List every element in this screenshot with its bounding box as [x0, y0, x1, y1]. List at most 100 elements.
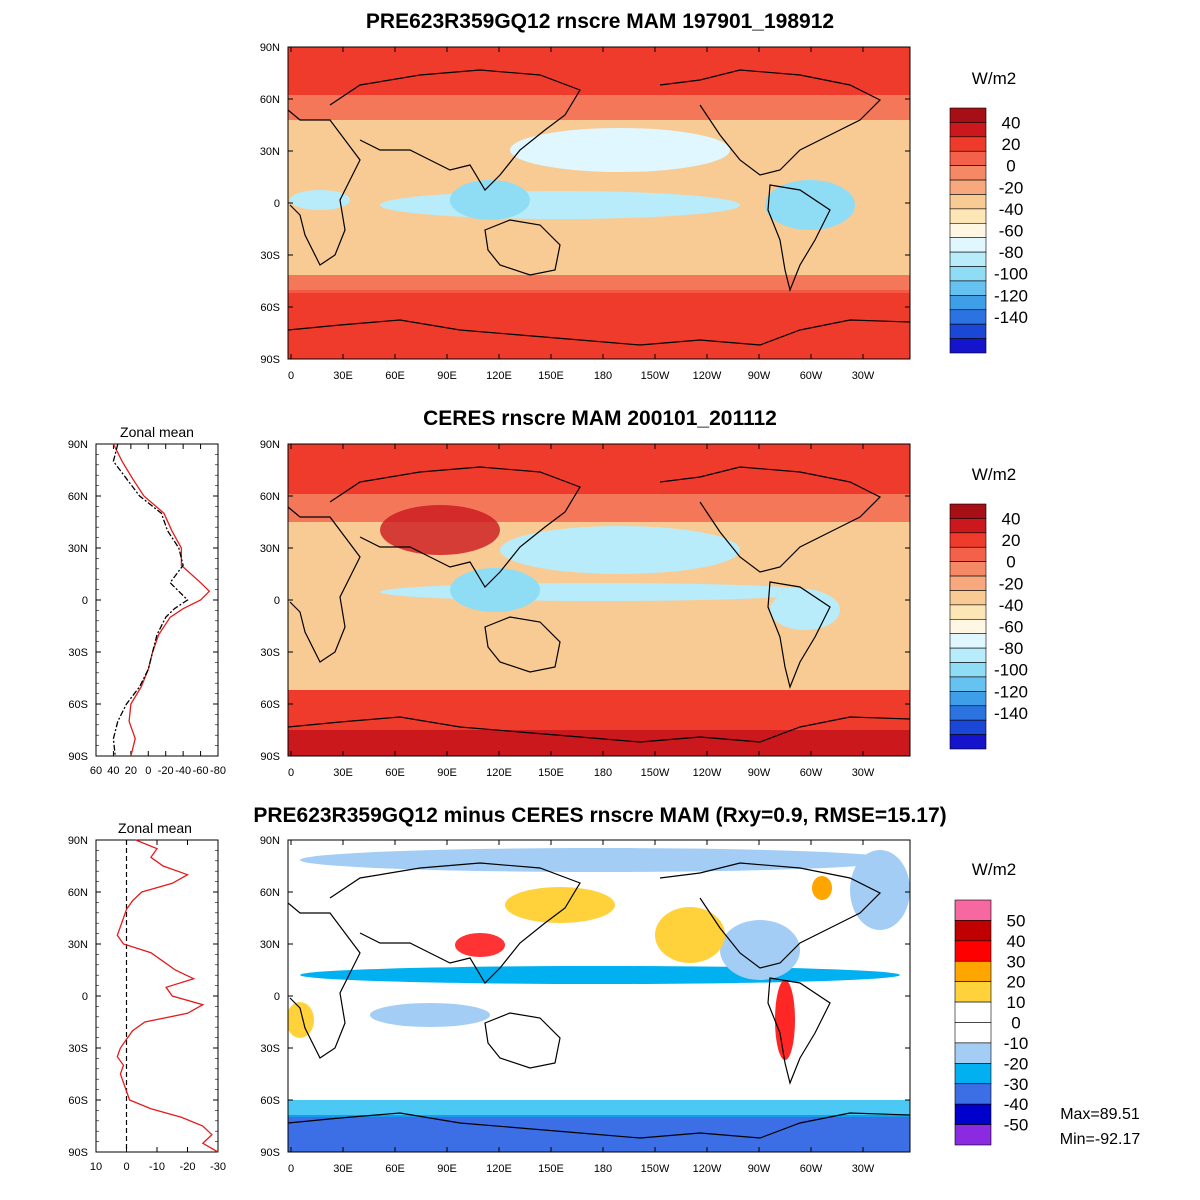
panel3-lat-label: 30N — [260, 939, 280, 951]
panel1-colorbar-box — [949, 280, 987, 296]
stat-max: Max=89.51 — [1060, 1106, 1140, 1123]
panel2-lat-label: 30S — [260, 647, 280, 659]
panel2-lon-label: 30E — [333, 767, 353, 779]
panel3-colorbar-box — [954, 960, 992, 982]
panel2-lon-label: 120E — [486, 767, 512, 779]
panel3-colorbar-box — [954, 1103, 992, 1125]
panel2-colorbar-box — [949, 532, 987, 548]
panel2-lat-label: 0 — [274, 595, 280, 607]
panel3-colorbar-label: -20 — [1004, 1054, 1029, 1073]
panel3-lat-label: 90S — [260, 1147, 280, 1159]
z2-lat-label: 30N — [68, 543, 88, 555]
z2-lat-label: 90S — [68, 751, 88, 763]
panel1-colorbar-box — [949, 165, 987, 181]
panel1-lon-label: 60W — [800, 370, 823, 382]
panel2-band-north2 — [288, 494, 910, 522]
panel3-lon-label: 120W — [693, 1163, 722, 1175]
panel1-lon-label: 150W — [641, 370, 670, 382]
panel1-map — [288, 47, 910, 359]
panel2-lon-label: 60E — [385, 767, 405, 779]
panel3-colorbar-label: 40 — [1007, 932, 1026, 951]
panel3-colorbar-label: 0 — [1011, 1014, 1020, 1033]
panel3-colorbar-box — [954, 981, 992, 1003]
panel1-colorbar-box — [949, 179, 987, 195]
panel1-lon-label: 120E — [486, 370, 512, 382]
panel3-lat-label: 60S — [260, 1095, 280, 1107]
panel1-colorbar-label: -80 — [999, 243, 1024, 262]
panel1-colorbar-box — [949, 323, 987, 339]
panel2-blue-trop — [380, 583, 820, 601]
z2-x-label: -80 — [210, 765, 226, 777]
panel2-lat-label: 60N — [260, 491, 280, 503]
panel1-coast-namerica — [659, 69, 882, 176]
panel3-colorbar-box — [954, 1022, 992, 1044]
panel3-blue-itcz — [300, 966, 900, 984]
panel2-colorbar-label: -120 — [994, 682, 1028, 701]
panel3-lat-label: 30S — [260, 1043, 280, 1055]
panel1-units: W/m2 — [972, 69, 1016, 88]
panel3-lon-label: 90W — [748, 1163, 771, 1175]
panel3-colorbar-box — [954, 920, 992, 942]
panel3-blue-south2 — [288, 1100, 910, 1117]
z2-lat-label: 0 — [82, 595, 88, 607]
panel1-colorbar-box — [949, 266, 987, 282]
panel1-coast-australia — [484, 219, 561, 276]
panel3-axes: 0 30E 60E 90E 120E 150E 180 150W 120W 90W 60W 30W 90… — [260, 835, 910, 1175]
panel3-blue-nat — [850, 850, 910, 930]
z3-lat-label: 30N — [68, 939, 88, 951]
panel2-lon-label: 30W — [852, 767, 875, 779]
panel2-colorbar-label: -60 — [999, 618, 1024, 637]
z2-lat-label: 30S — [68, 647, 88, 659]
panel3-lat-label: 60N — [260, 887, 280, 899]
panel3-blue-south — [288, 1115, 910, 1152]
panel3-colorbar-box — [954, 940, 992, 962]
panel3-coast-africa — [288, 902, 361, 1059]
panel1-colorbar-box — [949, 208, 987, 224]
panel2-coast-africa — [288, 506, 361, 663]
panel2-blue-warmpool — [450, 568, 540, 612]
panel1-colorbar: 40 20 0 -20 -40 -60 -80 -100 -120 -140 — [949, 107, 1028, 354]
panel2-colorbar-box — [949, 546, 987, 562]
panel1-band-north2 — [288, 95, 910, 120]
z3-lat-label: 0 — [82, 991, 88, 1003]
z3-x-label: 0 — [123, 1161, 129, 1173]
panel3-colorbar-box — [954, 1042, 992, 1064]
panel3-orange-nam — [812, 876, 832, 900]
z3-x-label: -30 — [210, 1161, 226, 1173]
panel2-colorbar-label: -80 — [999, 639, 1024, 658]
panel2-band-south3 — [288, 730, 910, 756]
panel1-colorbar-box — [949, 107, 987, 123]
z3-lat-label: 60N — [68, 887, 88, 899]
panel3-coast-namerica — [659, 862, 882, 969]
panel1-colorbar-box — [949, 136, 987, 152]
panel3-colorbar-box — [954, 1063, 992, 1085]
panel1-blue-trop — [380, 191, 740, 219]
panel1-band-south2 — [288, 275, 910, 293]
panel1-coast-samerica — [767, 184, 831, 292]
panel1-colorbar-label: -60 — [999, 222, 1024, 241]
panel1-lon-label: 120W — [693, 370, 722, 382]
panel2-colorbar-box — [949, 604, 987, 620]
panel3-title: PRE623R359GQ12 minus CERES rnscre MAM (R… — [253, 804, 946, 827]
panel3-zonal-frame — [95, 839, 219, 1153]
z2-x-label: -60 — [193, 765, 209, 777]
panel3-coast-samerica — [767, 977, 831, 1085]
panel1-colorbar-label: 40 — [1002, 113, 1021, 132]
panel1-colorbar-label: -100 — [994, 265, 1028, 284]
panel3-coastlines — [288, 862, 910, 1139]
panel3-lon-label: 60W — [800, 1163, 823, 1175]
panel3-yellow-africa — [288, 1002, 314, 1038]
panel2-lon-label: 180 — [594, 767, 612, 779]
panel2-coastlines — [288, 466, 910, 743]
z2-x-label: 0 — [145, 765, 151, 777]
panel2-zonal-model-line — [112, 443, 189, 757]
panel2-colorbar-box — [949, 691, 987, 707]
panel1-colorbar-box — [949, 222, 987, 239]
panel3-lon-label: 0 — [288, 1163, 294, 1175]
panel2-colorbar-box — [949, 719, 987, 735]
panel1-colorbar-label: 20 — [1002, 135, 1021, 154]
panel2-lon-label: 60W — [800, 767, 823, 779]
z2-lat-label: 60N — [68, 491, 88, 503]
